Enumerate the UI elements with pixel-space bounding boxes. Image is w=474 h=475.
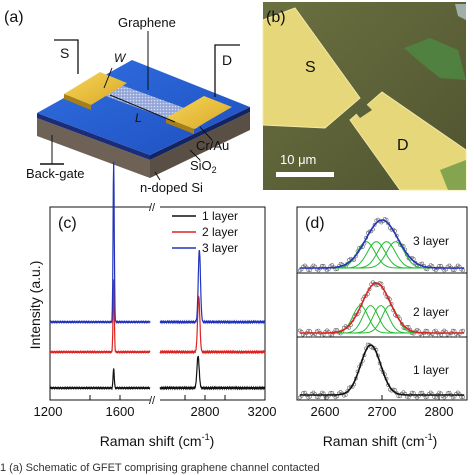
- panel-d-xlabel-end: ): [433, 433, 438, 449]
- panel-c: // // 1200 1600 2800 3200 Intensity (a.u…: [27, 161, 277, 449]
- panel-c-legend: 1 layer 2 layer 3 layer: [172, 209, 238, 255]
- legend-label-2: 2 layer: [202, 225, 238, 239]
- drain-pad-edge: [166, 118, 194, 134]
- width-arrow: [103, 67, 113, 89]
- micrograph-source-label: S: [305, 59, 316, 76]
- scale-bar-label: 10 μm: [280, 152, 316, 167]
- length-label: L: [135, 111, 142, 125]
- panel-d-plots: [297, 217, 465, 400]
- backgate-label: Back-gate: [26, 166, 85, 181]
- data-point: [338, 261, 343, 266]
- panel-d: 2600 2700 2800 Raman shift (cm-1) (d) 3 …: [296, 206, 468, 449]
- drain-label: D: [222, 52, 232, 68]
- panel-d-layer-3: 3 layer: [413, 234, 449, 248]
- panel-d-layer-1: 1 layer: [413, 363, 449, 377]
- oxide-label: SiO2: [190, 158, 217, 175]
- length-arrow: [109, 94, 176, 123]
- panel-c-xlabel-text: Raman shift (cm: [100, 433, 202, 449]
- substrate-side: [150, 112, 250, 178]
- panel-c-xlabel-sup: -1: [202, 432, 210, 442]
- tick-label-2600-d: 2600: [311, 404, 340, 419]
- panel-d-xlabel-text: Raman shift (cm: [323, 433, 425, 449]
- axis-break-top: //: [149, 202, 156, 214]
- source-pad-edge: [64, 94, 91, 110]
- micrograph-green-flake: [404, 38, 466, 80]
- panel-d-label: (d): [305, 215, 325, 232]
- contact-label: Cr/Au: [196, 138, 229, 153]
- oxide-subscript: 2: [212, 165, 217, 175]
- spectrum-3-layer: [49, 161, 266, 325]
- micrograph-bottom-flake: [440, 160, 466, 190]
- tick-label-2800: 2800: [191, 404, 220, 419]
- panel-d-xlabel: Raman shift (cm-1): [323, 432, 438, 449]
- substrate-pointer: [154, 171, 161, 181]
- substrate-label: n-doped Si: [140, 180, 203, 195]
- axis-break-top-mask: [150, 203, 160, 211]
- oxide-side: [150, 107, 250, 160]
- width-label: W: [114, 51, 127, 65]
- substrate-front: [37, 118, 150, 178]
- data-point: [386, 221, 391, 226]
- panel-c-xlabel: Raman shift (cm-1): [100, 432, 215, 449]
- graphene-label: Graphene: [118, 15, 176, 30]
- tick-label-2700-d: 2700: [368, 404, 397, 419]
- source-bracket: [54, 39, 79, 74]
- panel-c-ylabel: Intensity (a.u.): [27, 261, 43, 350]
- oxide-text: SiO: [190, 158, 212, 173]
- scale-bar: [276, 172, 334, 177]
- spectrum-1-layer: [49, 355, 266, 391]
- panel-c-label: (c): [58, 215, 77, 232]
- tick-label-1200: 1200: [34, 404, 63, 419]
- panel-c-x-ticks: [89, 395, 226, 400]
- panel-d-xlabel-sup: -1: [425, 432, 433, 442]
- tick-label-3200: 3200: [248, 404, 277, 419]
- oxide-pointer: [189, 149, 201, 161]
- figure-caption: 1 (a) Schematic of GFET comprising graph…: [0, 462, 320, 474]
- legend-label-3: 3 layer: [202, 241, 238, 255]
- data-point: [372, 222, 377, 227]
- source-label: S: [60, 45, 69, 61]
- tick-label-2800-d: 2800: [425, 404, 454, 419]
- panel-a-label: (a): [4, 9, 24, 26]
- source-pad: [64, 72, 127, 105]
- panel-b: (b) S D 10 μm: [262, 2, 467, 191]
- micrograph-drain-label: D: [397, 137, 409, 154]
- axis-break-bottom-mask: [150, 396, 160, 404]
- micrograph-corner-flake: [455, 4, 466, 20]
- drain-bracket: [214, 44, 240, 97]
- panel-d-layer-2: 2 layer: [413, 305, 449, 319]
- tick-label-1600: 1600: [106, 404, 135, 419]
- panel-b-label: (b): [266, 9, 286, 26]
- micrograph-source-electrode: [262, 7, 361, 129]
- panel-a: (a) S D Graphene W L Cr/Au SiO2: [4, 9, 250, 195]
- legend-label-1: 1 layer: [202, 209, 238, 223]
- fit-total: [299, 219, 465, 269]
- fit-total: [299, 282, 465, 334]
- oxide-front: [37, 113, 150, 160]
- axis-break-bottom: //: [149, 395, 156, 407]
- drain-pad: [166, 96, 232, 129]
- contact-pointer: [199, 126, 213, 141]
- fit-total: [299, 344, 465, 396]
- panel-c-xlabel-end: ): [210, 433, 215, 449]
- micrograph-flake: [352, 100, 372, 118]
- spectrum-2-layer: [49, 279, 266, 355]
